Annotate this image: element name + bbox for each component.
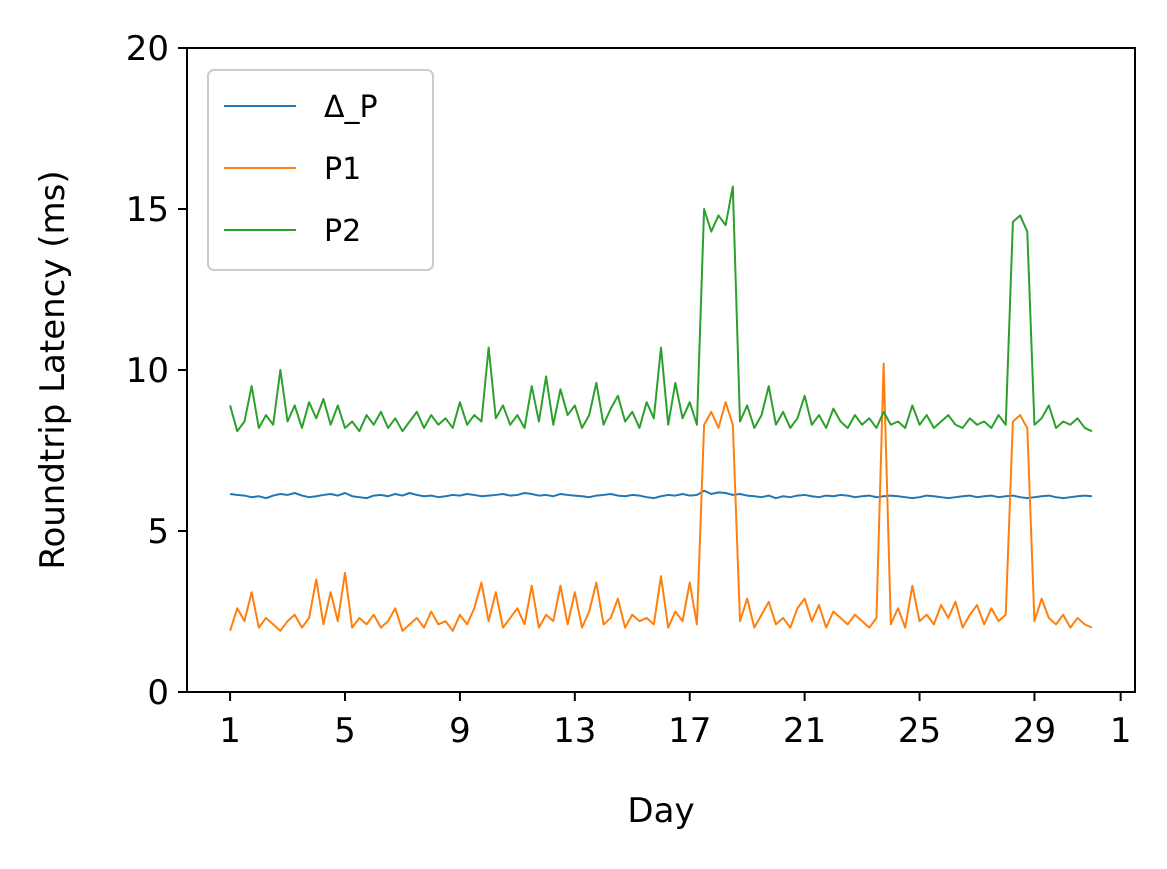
x-tick-label: 5 — [334, 711, 356, 751]
x-tick-label: 9 — [449, 711, 471, 751]
legend-label: P1 — [324, 152, 361, 187]
x-axis-label: Day — [627, 791, 694, 831]
x-tick-label: 13 — [553, 711, 596, 751]
y-tick-label: 10 — [126, 351, 169, 391]
y-tick-label: 15 — [126, 190, 169, 230]
y-axis-label: Roundtrip Latency (ms) — [33, 170, 73, 569]
x-tick-label: 1 — [219, 711, 241, 751]
series-line — [229, 185, 1093, 433]
x-tick-label: 25 — [898, 711, 941, 751]
y-tick-label: 5 — [147, 512, 169, 552]
legend-label: P2 — [324, 214, 361, 249]
legend-label: Δ_P — [324, 90, 378, 125]
plot-frame — [186, 47, 1136, 693]
series-line — [229, 489, 1092, 500]
x-tick-label: 21 — [783, 711, 826, 751]
y-tick-label: 0 — [147, 673, 169, 713]
x-tick-label: 29 — [1013, 711, 1056, 751]
y-tick-label: 20 — [126, 29, 169, 69]
legend-box — [207, 69, 434, 271]
x-tick-label: 17 — [668, 711, 711, 751]
x-tick-label: 1 — [1110, 711, 1132, 751]
series-line — [229, 362, 1093, 632]
